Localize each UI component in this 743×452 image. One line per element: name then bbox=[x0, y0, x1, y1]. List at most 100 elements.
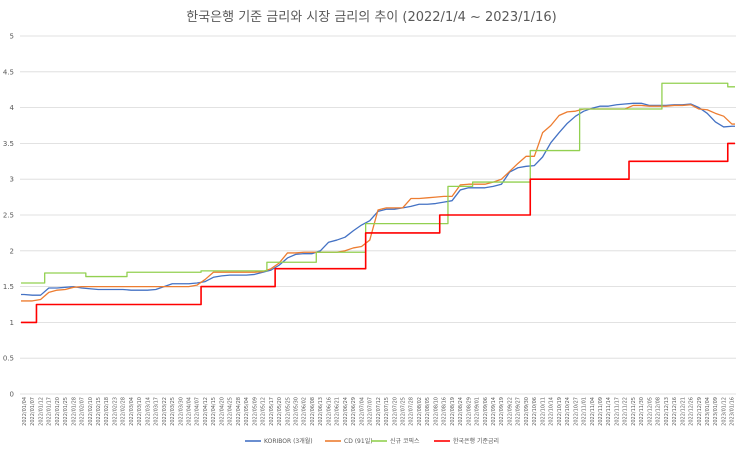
y-tick-label: 4 bbox=[10, 104, 15, 112]
x-tick-label: 2022/03/17 bbox=[154, 397, 160, 426]
x-tick-label: 2022/09/27 bbox=[516, 397, 522, 426]
x-tick-label: 2022/05/09 bbox=[252, 397, 258, 426]
x-tick-label: 2022/01/04 bbox=[22, 397, 28, 426]
x-tick-label: 2022/06/08 bbox=[310, 397, 316, 426]
x-tick-label: 2022/04/07 bbox=[195, 397, 201, 426]
x-tick-label: 2022/04/28 bbox=[236, 397, 242, 426]
x-tick-label: 2022/10/11 bbox=[540, 397, 546, 426]
x-tick-label: 2022/02/18 bbox=[104, 397, 110, 426]
x-tick-label: 2022/10/24 bbox=[565, 397, 571, 426]
x-tick-label: 2022/09/22 bbox=[507, 397, 513, 426]
y-tick-label: 3.5 bbox=[3, 140, 14, 148]
x-tick-label: 2022/04/12 bbox=[203, 397, 209, 426]
x-tick-label: 2022/03/22 bbox=[162, 397, 168, 426]
x-tick-label: 2022/10/06 bbox=[532, 397, 538, 426]
x-tick-label: 2022/07/12 bbox=[376, 397, 382, 426]
x-tick-label: 2022/08/19 bbox=[450, 397, 456, 426]
x-tick-label: 2022/09/14 bbox=[491, 397, 497, 426]
legend-label: KORIBOR (3개월) bbox=[264, 437, 313, 445]
x-tick-label: 2022/06/16 bbox=[326, 397, 332, 426]
x-tick-label: 2022/03/04 bbox=[129, 397, 135, 426]
legend-label: 한국은행 기준금리 bbox=[453, 437, 499, 445]
x-tick-label: 2022/06/21 bbox=[335, 397, 341, 426]
x-tick-label: 2022/06/13 bbox=[318, 397, 324, 426]
y-tick-label: 0 bbox=[10, 391, 14, 399]
x-tick-label: 2022/06/29 bbox=[351, 397, 357, 426]
x-tick-label: 2022/11/01 bbox=[582, 397, 588, 426]
x-tick-label: 2022/08/10 bbox=[433, 397, 439, 426]
x-tick-label: 2022/04/04 bbox=[187, 397, 193, 426]
x-tick-label: 2022/09/01 bbox=[475, 397, 481, 426]
x-tick-label: 2022/02/15 bbox=[96, 397, 102, 426]
x-tick-label: 2022/02/23 bbox=[112, 397, 118, 426]
chart-title: 한국은행 기준 금리와 시장 금리의 추이 (2022/1/4 ~ 2023/1… bbox=[186, 10, 557, 25]
legend-label: CD (91일) bbox=[344, 437, 373, 445]
x-tick-label: 2022/07/25 bbox=[400, 397, 406, 426]
x-tick-label: 2022/01/25 bbox=[63, 397, 69, 426]
x-tick-label: 2022/08/02 bbox=[417, 397, 423, 426]
x-tick-label: 2022/01/07 bbox=[30, 397, 36, 426]
x-tick-label: 2022/05/12 bbox=[261, 397, 267, 426]
x-tick-label: 2022/03/30 bbox=[178, 397, 184, 426]
y-tick-label: 0.5 bbox=[3, 355, 14, 363]
x-tick-label: 2022/02/28 bbox=[121, 397, 127, 426]
x-tick-label: 2022/10/27 bbox=[573, 397, 579, 426]
y-tick-label: 5 bbox=[10, 33, 14, 41]
x-tick-label: 2022/12/21 bbox=[680, 397, 686, 426]
legend-label: 신규 코픽스 bbox=[390, 437, 420, 445]
x-tick-label: 2022/04/20 bbox=[219, 397, 225, 426]
x-tick-label: 2022/10/14 bbox=[549, 397, 555, 426]
x-tick-label: 2022/12/16 bbox=[672, 397, 678, 426]
x-tick-label: 2022/12/13 bbox=[664, 397, 670, 426]
x-tick-label: 2022/12/08 bbox=[656, 397, 662, 426]
x-tick-label: 2022/05/17 bbox=[269, 397, 275, 426]
x-tick-label: 2022/03/25 bbox=[170, 397, 176, 426]
y-tick-label: 2.5 bbox=[3, 212, 14, 220]
x-tick-label: 2022/02/10 bbox=[88, 397, 94, 426]
x-tick-label: 2022/11/09 bbox=[598, 397, 604, 426]
series-line bbox=[21, 142, 735, 324]
series-line bbox=[21, 104, 735, 302]
x-tick-label: 2022/06/24 bbox=[343, 397, 349, 426]
x-tick-label: 2022/01/28 bbox=[71, 397, 77, 426]
x-tick-label: 2022/06/02 bbox=[302, 397, 308, 426]
x-tick-label: 2022/07/15 bbox=[384, 397, 390, 426]
x-tick-label: 2022/07/07 bbox=[368, 397, 374, 426]
x-tick-label: 2022/11/22 bbox=[623, 397, 629, 426]
x-tick-label: 2022/03/10 bbox=[137, 397, 143, 426]
x-tick-label: 2022/07/28 bbox=[409, 397, 415, 426]
x-tick-label: 2022/11/04 bbox=[590, 397, 596, 426]
x-tick-label: 2023/01/04 bbox=[705, 397, 711, 426]
x-tick-label: 2022/05/04 bbox=[244, 397, 250, 426]
y-tick-label: 3 bbox=[10, 176, 14, 184]
x-tick-label: 2022/05/25 bbox=[285, 397, 291, 426]
x-tick-label: 2022/11/30 bbox=[639, 397, 645, 426]
x-tick-label: 2022/04/15 bbox=[211, 397, 217, 426]
x-tick-label: 2022/02/07 bbox=[80, 397, 86, 426]
x-tick-label: 2022/12/05 bbox=[647, 397, 653, 426]
x-tick-label: 2022/01/20 bbox=[55, 397, 61, 426]
x-tick-label: 2022/12/29 bbox=[697, 397, 703, 426]
x-tick-label: 2022/01/17 bbox=[47, 397, 53, 426]
x-tick-label: 2022/04/25 bbox=[228, 397, 234, 426]
x-tick-label: 2022/07/20 bbox=[392, 397, 398, 426]
x-tick-label: 2022/09/19 bbox=[499, 397, 505, 426]
series-line bbox=[21, 82, 735, 284]
x-tick-label: 2022/08/05 bbox=[425, 397, 431, 426]
x-tick-label: 2022/09/30 bbox=[524, 397, 530, 426]
x-tick-label: 2023/01/09 bbox=[713, 397, 719, 426]
x-tick-label: 2022/11/25 bbox=[631, 397, 637, 426]
x-tick-label: 2023/01/12 bbox=[721, 397, 727, 426]
y-tick-label: 1 bbox=[10, 319, 14, 327]
x-tick-label: 2022/05/30 bbox=[294, 397, 300, 426]
x-tick-label: 2022/10/19 bbox=[557, 397, 563, 426]
x-tick-label: 2022/09/06 bbox=[483, 397, 489, 426]
y-tick-label: 1.5 bbox=[3, 283, 14, 291]
x-tick-label: 2022/01/12 bbox=[38, 397, 44, 426]
x-tick-label: 2022/12/26 bbox=[689, 397, 695, 426]
x-tick-label: 2022/11/17 bbox=[614, 397, 620, 426]
y-tick-label: 2 bbox=[10, 247, 14, 255]
y-tick-label: 4.5 bbox=[3, 68, 14, 76]
